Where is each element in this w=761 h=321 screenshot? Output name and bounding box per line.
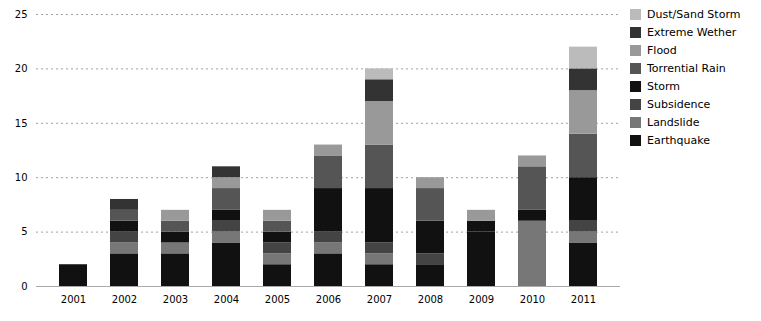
- svg-text:2001: 2001: [61, 294, 86, 305]
- svg-text:2005: 2005: [265, 294, 290, 305]
- svg-text:0: 0: [21, 281, 27, 292]
- svg-text:10: 10: [15, 172, 28, 183]
- html-text:Storm: Storm: [647, 80, 681, 93]
- svg-text:5: 5: [21, 226, 27, 237]
- svg-text:2004: 2004: [214, 294, 239, 305]
- svg-text:2002: 2002: [112, 294, 137, 305]
- svg-text:2011: 2011: [571, 294, 596, 305]
- svg-text:2006: 2006: [316, 294, 341, 305]
- html-text:Extreme Wether: Extreme Wether: [647, 26, 737, 39]
- svg-text:2010: 2010: [520, 294, 545, 305]
- html-text:Landslide: Landslide: [647, 116, 700, 129]
- html-text:Flood: Flood: [647, 44, 677, 57]
- svg-text:15: 15: [15, 118, 28, 129]
- html-text:Torrential Rain: Torrential Rain: [647, 62, 726, 75]
- svg-text:2008: 2008: [418, 294, 443, 305]
- svg-text:2007: 2007: [367, 294, 392, 305]
- svg-text:25: 25: [15, 9, 28, 20]
- svg-text:20: 20: [15, 63, 28, 74]
- svg-text:2009: 2009: [469, 294, 494, 305]
- html-text:Subsidence: Subsidence: [647, 98, 711, 111]
- html-text:Dust/Sand Storm: Dust/Sand Storm: [647, 8, 741, 21]
- svg-text:2003: 2003: [163, 294, 188, 305]
- html-text:Earthquake: Earthquake: [647, 134, 710, 147]
